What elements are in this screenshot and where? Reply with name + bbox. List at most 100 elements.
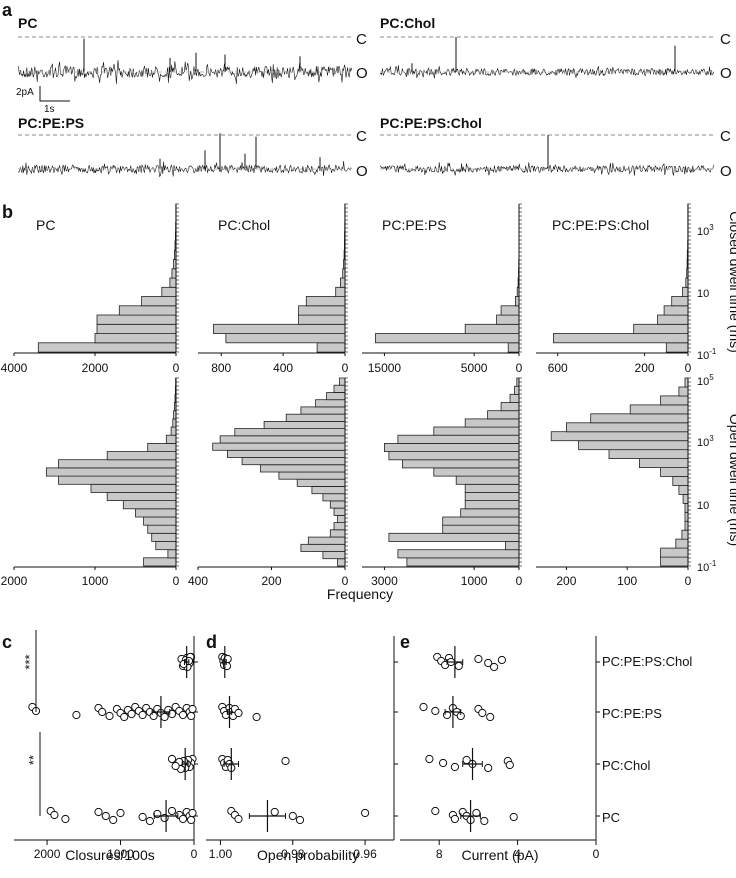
data-point [480, 816, 489, 826]
data-point [94, 807, 103, 817]
b-xlabel: Frequency [327, 586, 393, 602]
d-xlabel: Open probability [257, 847, 359, 863]
hist-bar [212, 442, 346, 451]
panel-letter-e: e [400, 632, 410, 652]
hist-bar [550, 431, 689, 442]
histogram-closed-2: 15000 5000 0 [362, 203, 523, 375]
hist-bar [433, 426, 520, 436]
data-point [187, 815, 196, 825]
scatter-panel-2: 8 4 0 [400, 636, 600, 861]
hist-tick-label: 0 [685, 361, 692, 375]
hist-bar [263, 420, 346, 429]
hist-bar [300, 406, 346, 415]
hist-bar [298, 305, 346, 316]
data-point [61, 814, 70, 824]
data-point [149, 711, 158, 721]
level-c-top-right: C [720, 31, 731, 48]
hist-bar [213, 323, 346, 334]
hist-bar [298, 314, 346, 325]
hist-bar [500, 305, 520, 316]
hist-bar [219, 435, 346, 444]
panel-b: b PC PC:Chol PC:PE:PS PC:PE:PS:Chol 4000… [1, 202, 736, 602]
hist-bar [442, 516, 520, 526]
hist-bar [278, 471, 346, 480]
hist-title-pc-chol: PC:Chol [218, 217, 270, 233]
current-noise [379, 65, 714, 79]
hist-bar [335, 286, 346, 297]
hist-bar [58, 459, 177, 469]
data-point [138, 710, 147, 720]
hist-bar [329, 529, 346, 538]
data-point [188, 704, 197, 714]
hist-bar [496, 314, 520, 325]
hist-title-pc-pe-ps-chol: PC:PE:PS:Chol [552, 217, 649, 233]
data-point [234, 814, 243, 824]
hist-bar [296, 478, 346, 487]
hist-tick-label: 2000 [82, 361, 109, 375]
hist-tick-label: 100 [617, 574, 637, 588]
current-noise [379, 162, 714, 176]
condition-label-pc: PC [602, 810, 620, 825]
data-point [234, 708, 243, 718]
hist-bar [464, 418, 520, 428]
open-tick-1000: 103 [697, 434, 714, 449]
hist-tick-label: 400 [188, 574, 208, 588]
hist-bar [671, 296, 689, 307]
histogram-closed-0: 4000 2000 0 [1, 203, 180, 375]
panel-letter-c: c [2, 632, 12, 652]
hist-bar [106, 491, 177, 501]
hist-bar [305, 296, 346, 307]
hist-tick-label: 200 [635, 361, 655, 375]
c-xlabel: Closures/100s [65, 847, 155, 863]
data-point [138, 812, 147, 822]
hist-bar [375, 333, 520, 344]
hist-bar [226, 449, 346, 458]
level-o-top-right: O [720, 65, 732, 82]
hist-tick-label: 200 [556, 574, 576, 588]
histogram-open-5: 400 200 0 [188, 377, 349, 588]
data-point [431, 706, 440, 716]
hist-bar [165, 434, 177, 444]
hist-bar [141, 296, 177, 307]
scatter-tick-label: 8 [436, 847, 443, 861]
panel-letter-b: b [2, 202, 13, 222]
level-o-bottom-left: O [356, 163, 368, 180]
histogram-closed-3: 600 200 0 [536, 203, 692, 375]
hist-bar [170, 426, 177, 436]
hist-bar [143, 516, 177, 526]
hist-bar [339, 377, 346, 386]
trace-pc-chol [379, 36, 714, 79]
hist-bar [260, 464, 346, 473]
hist-bar [37, 342, 177, 353]
data-point [109, 815, 118, 825]
data-point [127, 709, 136, 719]
condition-label-pc-chol: PC:Chol [602, 758, 651, 773]
hist-tick-label: 15000 [368, 361, 402, 375]
panel-letter-d: d [206, 632, 217, 652]
scatter-plots: 2000 1000 0 1.00 0.98 0.96 8 4 0 [14, 630, 600, 861]
hist-tick-label: 0 [685, 574, 692, 588]
hist-bar [500, 402, 520, 412]
scatter-tick-label: 0.96 [353, 847, 377, 861]
hist-bar [566, 422, 689, 433]
data-point [178, 710, 188, 720]
hist-bar [397, 434, 520, 444]
data-point [167, 806, 177, 816]
hist-bar [143, 557, 177, 567]
hist-tick-label: 0 [342, 574, 349, 588]
scatter-tick-label: 4 [514, 847, 521, 861]
hist-bar [406, 557, 520, 567]
hist-bar [90, 483, 177, 493]
hist-tick-label: 2000 [1, 574, 28, 588]
hist-tick-label: 0 [516, 574, 523, 588]
trace-label-pc-pe-ps: PC:PE:PS [18, 115, 84, 131]
hist-bar [678, 484, 689, 495]
hist-bar [155, 541, 177, 551]
open-tick-0.1: 10-1 [697, 559, 717, 574]
level-o-top-left: O [356, 65, 368, 82]
trace-pc [17, 36, 352, 84]
panel-c: c Closures/100s *** ** [2, 632, 155, 863]
open-log-ticks: 105 103 10 10-1 [697, 373, 717, 574]
hist-tick-label: 800 [211, 361, 231, 375]
